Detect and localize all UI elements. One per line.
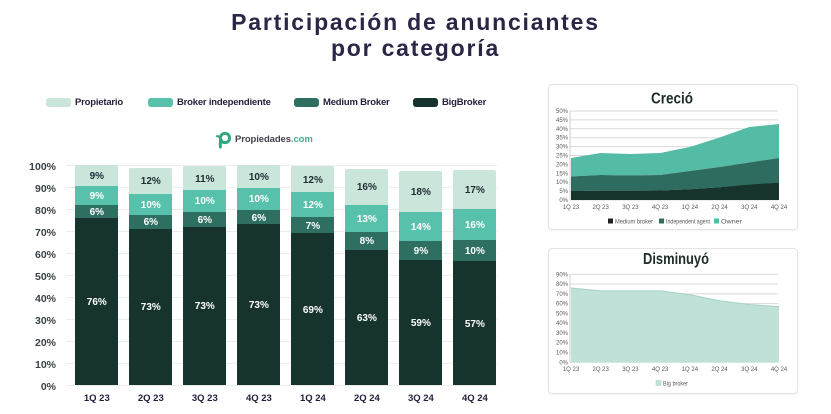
svg-text:0%: 0% [559,198,568,204]
svg-text:Independent agent: Independent agent [666,220,710,226]
svg-text:2Q 23: 2Q 23 [593,367,610,373]
svg-text:3Q 24: 3Q 24 [741,205,758,211]
svg-text:25%: 25% [556,154,569,160]
svg-text:70%: 70% [556,292,569,298]
svg-text:50%: 50% [556,311,569,317]
svg-text:0%: 0% [559,360,568,366]
svg-text:1Q 23: 1Q 23 [563,205,580,211]
svg-text:2Q 24: 2Q 24 [711,367,728,373]
svg-text:10%: 10% [556,351,569,357]
svg-text:30%: 30% [556,331,569,337]
svg-text:15%: 15% [556,171,569,177]
svg-text:4Q 23: 4Q 23 [652,367,669,373]
svg-text:40%: 40% [556,127,569,133]
svg-text:Big broker: Big broker [663,382,688,388]
svg-text:35%: 35% [556,136,569,142]
svg-text:90%: 90% [556,272,569,278]
svg-text:Creció: Creció [651,90,693,107]
svg-text:80%: 80% [556,282,569,288]
svg-text:3Q 23: 3Q 23 [622,205,639,211]
svg-text:3Q 24: 3Q 24 [741,367,758,373]
svg-text:10%: 10% [556,180,569,186]
svg-text:Medium broker: Medium broker [615,220,653,226]
svg-text:40%: 40% [556,321,569,327]
svg-text:20%: 20% [556,341,569,347]
svg-text:2Q 23: 2Q 23 [593,205,610,211]
svg-text:4Q 24: 4Q 24 [771,367,788,373]
svg-text:4Q 24: 4Q 24 [771,205,788,211]
svg-text:60%: 60% [556,302,569,308]
svg-text:50%: 50% [556,109,569,115]
svg-text:1Q 24: 1Q 24 [682,367,699,373]
svg-text:2Q 24: 2Q 24 [711,205,728,211]
svg-text:45%: 45% [556,118,569,124]
svg-text:1Q 23: 1Q 23 [563,367,580,373]
svg-text:Owner: Owner [721,220,742,226]
svg-text:5%: 5% [559,189,568,195]
svg-text:20%: 20% [556,162,569,168]
svg-text:3Q 23: 3Q 23 [622,367,639,373]
svg-text:30%: 30% [556,145,569,151]
svg-text:4Q 23: 4Q 23 [652,205,669,211]
svg-text:1Q 24: 1Q 24 [682,205,699,211]
svg-text:Disminuyó: Disminuyó [643,251,709,268]
